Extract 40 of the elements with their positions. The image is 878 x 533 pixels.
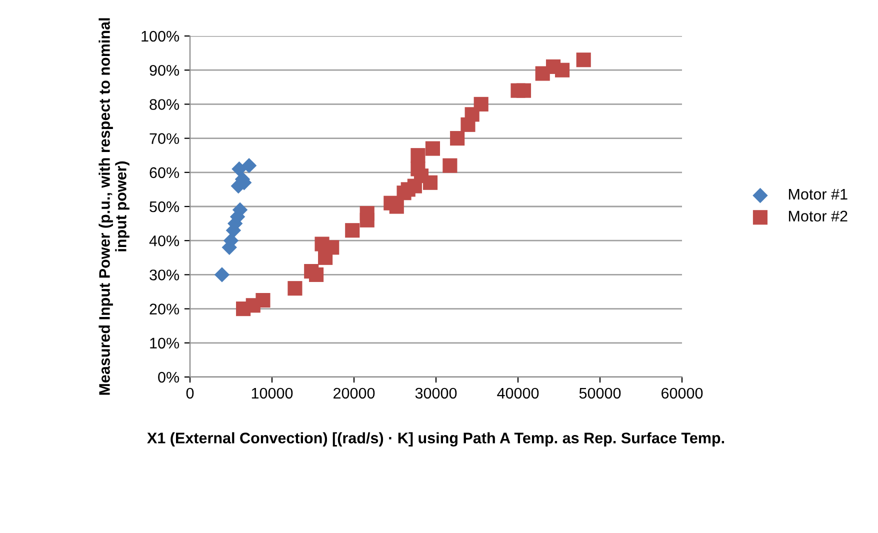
point [442, 158, 458, 173]
x-tick-label: 60000 [662, 388, 703, 399]
x-axis-title: X1 (External Convection) [(rad/s) · K] using Path A Temp. as Rep. Surface Temp. [147, 432, 724, 447]
point [308, 267, 324, 282]
point [345, 223, 360, 238]
y-tick-label: 40% [149, 235, 180, 246]
y-tick-label: 60% [150, 167, 180, 178]
legend-label: Motor #1 [788, 189, 848, 200]
y-tick-label: 80% [150, 99, 180, 110]
point [214, 267, 230, 282]
y-tick-label: 10% [150, 338, 180, 349]
point [256, 292, 270, 308]
y-tick-label: 100% [142, 30, 180, 42]
point [576, 52, 591, 68]
point [360, 206, 374, 221]
point [474, 96, 488, 112]
x-tick-label: 50000 [579, 388, 621, 399]
x-tick-label: 40000 [497, 388, 539, 399]
y-tick-label: 70% [150, 133, 180, 144]
point [241, 158, 257, 174]
x-tick-label: 10000 [252, 388, 293, 399]
y-tick-label: 50% [150, 201, 180, 212]
point [389, 199, 404, 214]
point [516, 83, 532, 98]
point [450, 131, 465, 146]
legend-label: Motor #2 [788, 210, 848, 222]
point [422, 175, 438, 190]
point [288, 281, 302, 296]
point [232, 161, 247, 177]
y-tick-label: 0% [158, 372, 180, 383]
x-tick-label: 30000 [415, 388, 457, 399]
y-tick-label: 90% [150, 64, 180, 76]
x-tick-label: 0 [186, 388, 194, 399]
y-axis-title: Measured Input Power (p.u., with respect to nominal input power) [98, 18, 130, 395]
point [410, 148, 426, 163]
y-tick-label: 20% [150, 304, 180, 314]
x-tick-label: 20000 [334, 388, 375, 399]
y-tick-label: 30% [150, 270, 180, 280]
point [554, 62, 570, 78]
point [425, 141, 440, 156]
